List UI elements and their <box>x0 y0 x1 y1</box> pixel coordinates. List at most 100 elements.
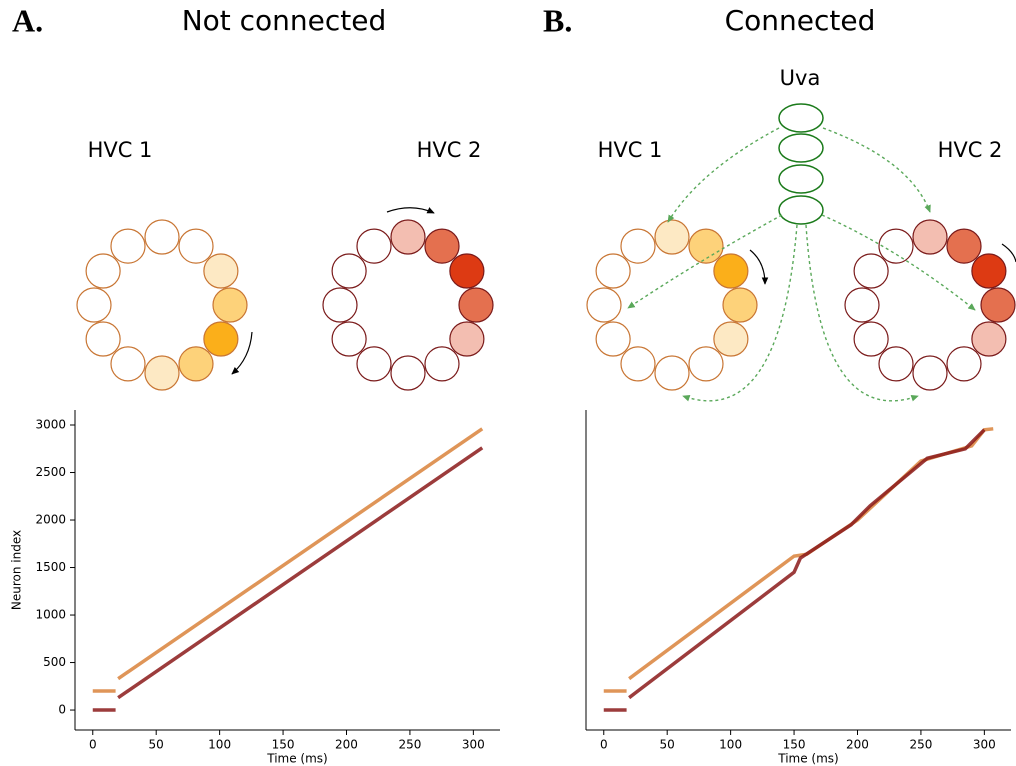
neuron <box>620 346 656 382</box>
projection <box>667 127 780 223</box>
projection <box>821 214 976 311</box>
ring-label: HVC 2 <box>417 138 482 162</box>
neuron <box>620 228 656 264</box>
neuron <box>331 321 367 357</box>
x-tick-label: 50 <box>660 738 675 752</box>
neuron <box>178 346 214 382</box>
x-axis-label: Time (ms) <box>266 752 328 766</box>
x-tick-label: 300 <box>973 738 996 752</box>
arrow <box>231 331 253 375</box>
neuron <box>980 287 1016 323</box>
x-tick-label: 150 <box>272 738 295 752</box>
neuron <box>110 228 146 264</box>
projection <box>805 224 919 402</box>
uva-unit <box>778 195 824 225</box>
ring-label: HVC 2 <box>938 138 1003 162</box>
neuron <box>356 346 392 382</box>
arrow <box>386 207 435 214</box>
neuron <box>424 346 460 382</box>
neuron <box>203 321 239 357</box>
uva-label: Uva <box>780 66 821 90</box>
neuron <box>853 321 889 357</box>
x-tick-label: 200 <box>846 738 869 752</box>
direction-arrows <box>231 207 1016 375</box>
spike-band <box>92 446 484 712</box>
neuron <box>331 253 367 289</box>
neuron <box>654 219 690 255</box>
uva-unit <box>778 164 824 194</box>
x-tick-label: 200 <box>335 738 358 752</box>
x-tick-label: 0 <box>89 738 97 752</box>
neuron <box>390 219 426 255</box>
panel-title: Not connected <box>182 4 387 37</box>
spike-band <box>92 427 484 693</box>
y-tick-label: 1500 <box>35 560 66 574</box>
neuron <box>688 228 724 264</box>
y-axis-label: Neuron index <box>10 530 24 610</box>
neuron <box>853 253 889 289</box>
neuron <box>595 253 631 289</box>
arrow <box>749 249 769 285</box>
x-tick-label: 250 <box>398 738 421 752</box>
y-tick-label: 2000 <box>35 513 66 527</box>
y-tick-label: 2500 <box>35 465 66 479</box>
y-tick-label: 1000 <box>35 608 66 622</box>
neuron <box>356 228 392 264</box>
neuron <box>946 346 982 382</box>
y-tick-label: 500 <box>43 655 66 669</box>
neuron <box>595 321 631 357</box>
neuron <box>449 321 485 357</box>
neuron <box>654 355 690 391</box>
uva <box>778 103 824 225</box>
arrow <box>1001 243 1016 263</box>
x-tick-label: 150 <box>783 738 806 752</box>
neuron <box>144 355 180 391</box>
neuron <box>946 228 982 264</box>
projection <box>822 127 931 213</box>
rings <box>76 219 1016 391</box>
neuron <box>586 287 622 323</box>
neuron <box>110 346 146 382</box>
spike-band <box>603 428 986 712</box>
panel-title: Connected <box>725 4 876 37</box>
neuron <box>212 287 248 323</box>
x-tick-label: 50 <box>149 738 164 752</box>
neuron <box>144 219 180 255</box>
x-tick-label: 0 <box>600 738 608 752</box>
neuron <box>713 321 749 357</box>
neuron <box>912 219 948 255</box>
neuron <box>449 253 485 289</box>
x-tick-label: 300 <box>462 738 485 752</box>
neuron <box>713 253 749 289</box>
neuron <box>76 287 112 323</box>
x-tick-label: 250 <box>909 738 932 752</box>
neuron <box>424 228 460 264</box>
neuron <box>688 346 724 382</box>
neuron <box>322 287 358 323</box>
uva-projections <box>627 127 976 402</box>
neuron <box>722 287 758 323</box>
neuron <box>390 355 426 391</box>
x-tick-label: 100 <box>208 738 231 752</box>
panel-letter: B. <box>543 2 572 38</box>
x-tick-label: 100 <box>719 738 742 752</box>
neuron <box>878 228 914 264</box>
neuron <box>912 355 948 391</box>
plots: 0 50 100 150 200 250 3000500100015002000250030… <box>10 410 1011 766</box>
neuron <box>178 228 214 264</box>
ring-label: HVC 1 <box>88 138 153 162</box>
neuron <box>458 287 494 323</box>
uva-unit <box>778 133 824 163</box>
neuron <box>203 253 239 289</box>
neuron <box>971 253 1007 289</box>
neuron <box>85 321 121 357</box>
y-tick-label: 0 <box>58 703 66 717</box>
neuron <box>85 253 121 289</box>
ring-label: HVC 1 <box>598 138 663 162</box>
neuron <box>878 346 914 382</box>
neuron <box>971 321 1007 357</box>
neuron <box>844 287 880 323</box>
x-axis-label: Time (ms) <box>777 752 839 766</box>
projection <box>627 214 783 309</box>
